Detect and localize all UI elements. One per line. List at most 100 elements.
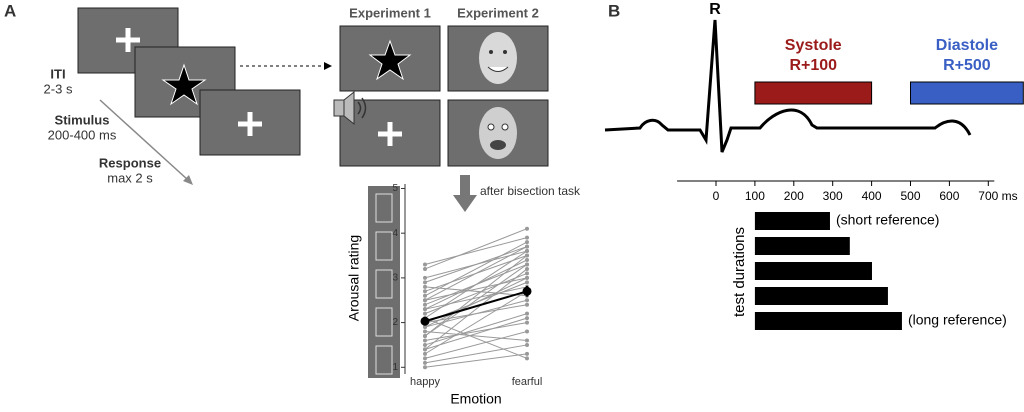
experiment-title: Experiment 2	[457, 5, 539, 20]
panel-label: B	[608, 1, 620, 20]
iti-label: ITI	[50, 66, 65, 81]
subject-point	[525, 311, 529, 316]
subject-line	[424, 272, 528, 315]
bar	[754, 262, 872, 280]
subject-point	[423, 356, 427, 361]
subject-line	[424, 246, 528, 283]
x-tick-label: happy	[410, 376, 440, 388]
subject-line	[424, 255, 528, 292]
subject-line	[424, 286, 528, 310]
subject-point	[423, 302, 427, 307]
x-tick-label: 400	[862, 189, 882, 203]
experiment-title: Experiment 1	[349, 5, 431, 20]
window-label: Diastole	[936, 37, 998, 54]
x-tick-label: 300	[823, 189, 843, 203]
subject-point	[423, 298, 427, 303]
y-axis-label: test durations	[731, 227, 748, 317]
subject-point	[525, 275, 529, 280]
response-label: Response	[99, 155, 161, 170]
bar-annotation: (long reference)	[908, 312, 1007, 328]
x-tick-label: 200	[784, 189, 804, 203]
subject-point	[525, 271, 529, 276]
subject-point	[525, 240, 529, 245]
y-tick-label: 2	[392, 317, 398, 328]
subject-point	[525, 226, 529, 231]
subject-point	[423, 365, 427, 370]
trial-frames	[77, 7, 332, 185]
rating-scale-images	[368, 186, 400, 378]
stimulus-time: 200-400 ms	[48, 127, 117, 142]
stimulus-label: Stimulus	[55, 112, 110, 127]
subject-line	[424, 317, 528, 359]
subject-point	[525, 338, 529, 343]
subject-line	[424, 331, 528, 359]
subject-point	[525, 258, 529, 262]
subject-point	[423, 342, 427, 347]
subject-point	[423, 329, 427, 334]
mean-point	[522, 286, 532, 296]
subject-point	[423, 289, 427, 294]
subject-point	[525, 329, 529, 334]
subject-point	[423, 351, 427, 356]
y-tick-label: 4	[392, 228, 398, 239]
subject-point	[525, 235, 529, 240]
subject-point	[423, 307, 427, 312]
subject-line	[424, 331, 528, 341]
subject-point	[423, 275, 427, 280]
subject-line	[424, 264, 528, 337]
subject-line	[424, 353, 528, 368]
y-tick-label: 1	[392, 362, 398, 373]
subject-line	[424, 299, 528, 328]
subject-point	[423, 293, 427, 298]
experiment-frames	[333, 25, 549, 212]
subject-line	[424, 237, 528, 265]
x-tick-label: 500	[900, 189, 920, 203]
subject-point	[423, 280, 427, 285]
subject-point	[423, 325, 427, 330]
panel-label: A	[4, 1, 16, 20]
iti-time: 2-3 s	[44, 81, 73, 96]
window-sublabel: R+100	[789, 57, 837, 74]
subject-point	[525, 280, 529, 285]
x-tick-label: fearful	[512, 376, 543, 388]
subject-line	[424, 228, 528, 270]
subject-line	[424, 277, 528, 301]
subject-point	[423, 338, 427, 343]
subject-line	[424, 241, 528, 297]
subject-line	[424, 317, 528, 350]
subject-line	[424, 286, 528, 297]
x-tick-label: 600	[939, 189, 959, 203]
subject-point	[525, 356, 529, 361]
subject-point	[525, 342, 529, 347]
subject-point	[525, 249, 529, 254]
subject-line	[424, 344, 528, 364]
mean-line	[424, 290, 528, 323]
window	[910, 81, 1024, 105]
subject-line	[424, 264, 528, 306]
subject-point	[423, 284, 427, 289]
subject-point	[423, 360, 427, 365]
y-axis-label: Arousal rating	[346, 235, 362, 321]
bar-annotation: (short reference)	[836, 212, 939, 228]
window-sublabel: R+500	[943, 57, 991, 74]
subject-point	[525, 302, 529, 307]
r-peak-label: R	[709, 1, 721, 18]
y-tick-label: 5	[392, 183, 398, 194]
ecg-trace	[604, 19, 972, 153]
subject-point	[423, 311, 427, 316]
subject-point	[423, 262, 427, 267]
y-tick-label: 3	[392, 273, 398, 284]
subject-line	[424, 268, 528, 350]
window-label: Systole	[785, 37, 842, 54]
subject-line	[424, 322, 528, 341]
x-axis-label: Emotion	[450, 391, 501, 407]
subject-line	[424, 290, 528, 355]
subject-point	[525, 351, 529, 356]
subject-point	[423, 266, 427, 271]
bar	[754, 237, 850, 255]
subject-point	[525, 262, 529, 267]
subject-point	[525, 244, 529, 249]
subject-point	[423, 334, 427, 338]
subject-point	[525, 316, 529, 321]
